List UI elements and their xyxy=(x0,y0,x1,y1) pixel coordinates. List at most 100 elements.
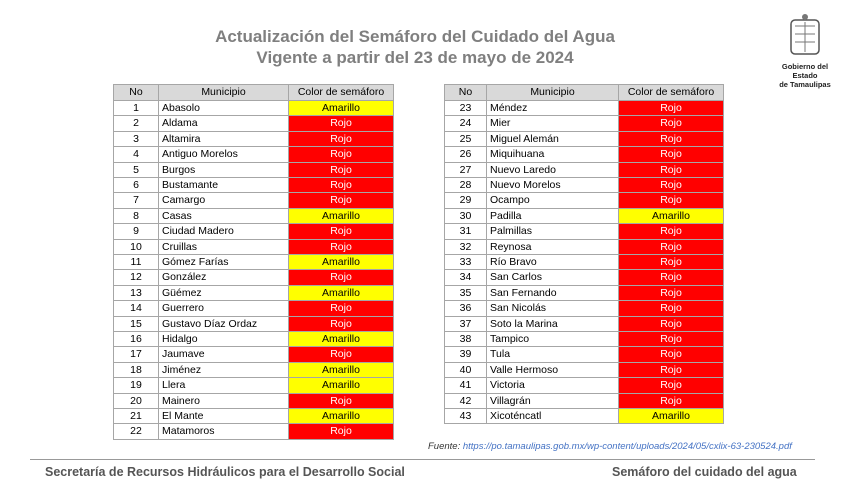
status: Amarillo xyxy=(288,361,394,379)
row-number: 27 xyxy=(444,161,487,178)
row-number: 37 xyxy=(444,315,487,332)
status: Rojo xyxy=(618,269,724,286)
municipality: Tampico xyxy=(486,331,619,348)
row-number: 39 xyxy=(444,346,487,363)
row-number: 11 xyxy=(113,254,159,271)
logo-text: Gobierno del Estado xyxy=(781,62,829,80)
row-number: 2 xyxy=(113,115,159,132)
source-url[interactable]: https://po.tamaulipas.gob.mx/wp-content/… xyxy=(462,441,792,452)
row-number: 30 xyxy=(444,207,487,225)
municipality: Miquihuana xyxy=(486,146,619,163)
column-header: Color de semáforo xyxy=(618,84,724,101)
status: Amarillo xyxy=(288,331,394,348)
status: Amarillo xyxy=(288,207,394,225)
municipality: Matamoros xyxy=(158,423,289,440)
row-number: 6 xyxy=(113,177,159,194)
status: Rojo xyxy=(618,392,724,409)
row-number: 43 xyxy=(444,408,487,425)
municipality: González xyxy=(158,269,289,286)
status: Amarillo xyxy=(288,408,394,425)
row-number: 23 xyxy=(444,100,487,117)
footer-right: Semáforo del cuidado del agua xyxy=(612,465,797,479)
footer-left: Secretaría de Recursos Hidráulicos para … xyxy=(45,465,405,479)
row-number: 8 xyxy=(113,207,159,225)
status: Rojo xyxy=(618,300,724,317)
row-number: 7 xyxy=(113,192,159,209)
status: Rojo xyxy=(288,269,394,286)
row-number: 17 xyxy=(113,346,159,363)
status: Rojo xyxy=(288,192,394,209)
municipality: Burgos xyxy=(158,161,289,178)
status: Rojo xyxy=(618,192,724,209)
municipality: Aldama xyxy=(158,115,289,132)
status: Rojo xyxy=(618,284,724,302)
municipality: Altamira xyxy=(158,130,289,148)
municipality: Soto la Marina xyxy=(486,315,619,332)
status: Rojo xyxy=(618,331,724,348)
row-number: 15 xyxy=(113,315,159,332)
municipality: Tula xyxy=(486,346,619,363)
status: Rojo xyxy=(618,254,724,271)
status: Rojo xyxy=(618,146,724,163)
row-number: 25 xyxy=(444,130,487,148)
municipality: San Fernando xyxy=(486,284,619,302)
municipality: Jaumave xyxy=(158,346,289,363)
row-number: 32 xyxy=(444,238,487,255)
row-number: 3 xyxy=(113,130,159,148)
status: Rojo xyxy=(288,300,394,317)
column-header: No xyxy=(113,84,159,101)
status: Amarillo xyxy=(288,284,394,302)
row-number: 21 xyxy=(113,408,159,425)
title: Actualización del Semáforo del Cuidado d… xyxy=(215,27,615,46)
row-number: 38 xyxy=(444,331,487,348)
status: Amarillo xyxy=(288,377,394,394)
row-number: 16 xyxy=(113,331,159,348)
municipality: Jiménez xyxy=(158,361,289,379)
status: Rojo xyxy=(618,161,724,178)
municipality: Bustamante xyxy=(158,177,289,194)
municipality: Mainero xyxy=(158,392,289,409)
status: Rojo xyxy=(288,315,394,332)
municipality: Palmillas xyxy=(486,223,619,240)
status: Rojo xyxy=(618,130,724,148)
municipality: Cruillas xyxy=(158,238,289,255)
row-number: 31 xyxy=(444,223,487,240)
status: Rojo xyxy=(618,377,724,394)
municipality: Padilla xyxy=(486,207,619,225)
municipality: Nuevo Laredo xyxy=(486,161,619,178)
status: Rojo xyxy=(288,423,394,440)
row-number: 40 xyxy=(444,361,487,379)
municipality: San Nicolás xyxy=(486,300,619,317)
status: Rojo xyxy=(618,238,724,255)
row-number: 29 xyxy=(444,192,487,209)
status: Rojo xyxy=(288,177,394,194)
row-number: 13 xyxy=(113,284,159,302)
municipality: Río Bravo xyxy=(486,254,619,271)
municipality: Miguel Alemán xyxy=(486,130,619,148)
row-number: 35 xyxy=(444,284,487,302)
status: Rojo xyxy=(288,146,394,163)
subtitle: Vigente a partir del 23 de mayo de 2024 xyxy=(256,48,574,67)
municipality: Güémez xyxy=(158,284,289,302)
municipality: Ciudad Madero xyxy=(158,223,289,240)
status: Amarillo xyxy=(288,100,394,117)
row-number: 5 xyxy=(113,161,159,178)
status: Rojo xyxy=(288,238,394,255)
municipality: Xicoténcatl xyxy=(486,408,619,425)
municipality: Llera xyxy=(158,377,289,394)
row-number: 19 xyxy=(113,377,159,394)
status: Rojo xyxy=(288,161,394,178)
row-number: 33 xyxy=(444,254,487,271)
municipality: Antiguo Morelos xyxy=(158,146,289,163)
status: Rojo xyxy=(618,100,724,117)
column-header: Municipio xyxy=(486,84,619,101)
row-number: 4 xyxy=(113,146,159,163)
municipality: Villagrán xyxy=(486,392,619,409)
row-number: 36 xyxy=(444,300,487,317)
status: Rojo xyxy=(618,346,724,363)
municipality: Ocampo xyxy=(486,192,619,209)
source-label: Fuente: xyxy=(428,441,461,452)
row-number: 22 xyxy=(113,423,159,440)
status: Rojo xyxy=(288,223,394,240)
status: Rojo xyxy=(288,130,394,148)
